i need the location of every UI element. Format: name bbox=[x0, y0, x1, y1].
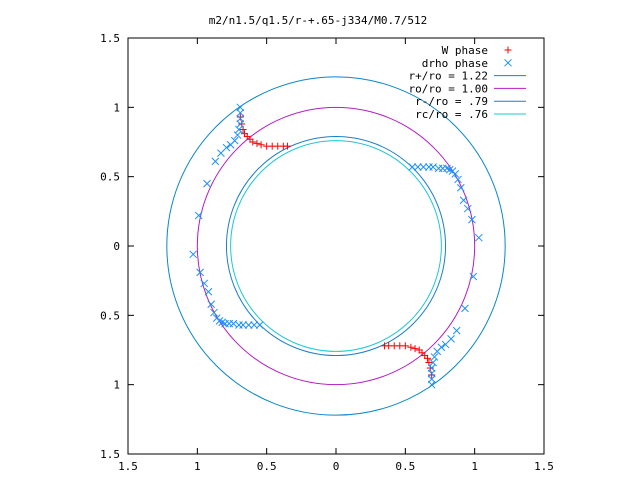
data-point bbox=[452, 326, 461, 335]
data-point bbox=[407, 343, 415, 351]
y-tick-label: 0 bbox=[113, 240, 120, 253]
x-tick-label: 1.5 bbox=[534, 460, 554, 473]
y-tick-label: 1 bbox=[113, 101, 120, 114]
data-point bbox=[411, 345, 419, 353]
data-point bbox=[236, 103, 245, 112]
data-point bbox=[204, 287, 213, 296]
data-point bbox=[211, 157, 220, 166]
data-point bbox=[196, 268, 204, 277]
data-point bbox=[210, 308, 218, 317]
data-point bbox=[463, 204, 472, 213]
data-point bbox=[250, 321, 259, 329]
circle-r bbox=[166, 76, 506, 416]
data-point bbox=[236, 113, 244, 121]
data-point bbox=[441, 340, 450, 349]
data-point bbox=[249, 138, 257, 146]
data-point bbox=[236, 114, 245, 123]
data-point bbox=[236, 109, 245, 117]
legend-swatch bbox=[504, 46, 512, 54]
y-tick-label: 1.5 bbox=[100, 448, 120, 461]
data-point bbox=[425, 163, 433, 171]
series-w-phase bbox=[236, 113, 436, 379]
x-tick-label: 0 bbox=[333, 460, 340, 473]
data-point bbox=[427, 380, 436, 389]
data-point bbox=[217, 149, 225, 157]
data-point bbox=[429, 163, 437, 171]
data-point bbox=[203, 179, 211, 188]
data-point bbox=[461, 304, 469, 313]
data-point bbox=[255, 321, 264, 329]
legend-label: drho phase bbox=[422, 57, 488, 70]
legend-swatch bbox=[504, 58, 512, 67]
legend-label: r+/ro = 1.22 bbox=[409, 70, 488, 83]
x-tick-label: 0.5 bbox=[257, 460, 277, 473]
data-point bbox=[229, 319, 238, 328]
x-tick-label: 0.5 bbox=[395, 460, 415, 473]
x-tick-label: 1 bbox=[471, 460, 478, 473]
circle-ro bbox=[196, 106, 476, 386]
data-point bbox=[427, 375, 436, 383]
chart-title: m2/n1.5/q1.5/r-+.65-j334/M0.7/512 bbox=[209, 14, 428, 27]
data-point bbox=[200, 279, 209, 288]
data-point bbox=[469, 272, 478, 281]
data-point bbox=[456, 183, 465, 192]
data-point bbox=[427, 369, 436, 378]
data-point bbox=[459, 196, 468, 205]
data-point bbox=[381, 342, 389, 350]
data-point bbox=[451, 170, 460, 178]
legend-label: ro/ro = 1.00 bbox=[409, 82, 488, 95]
data-point bbox=[253, 139, 261, 147]
data-point bbox=[226, 140, 235, 149]
y-tick-label: 1.5 bbox=[100, 32, 120, 45]
data-point bbox=[427, 364, 436, 372]
circle-rc bbox=[230, 140, 442, 352]
data-point bbox=[434, 164, 443, 173]
x-tick-label: 1.5 bbox=[118, 460, 138, 473]
reference-circles bbox=[166, 76, 506, 416]
data-point bbox=[207, 300, 216, 309]
data-point bbox=[454, 175, 462, 184]
data-point bbox=[235, 321, 243, 329]
data-point bbox=[408, 163, 417, 171]
data-point bbox=[468, 215, 476, 224]
data-point bbox=[283, 142, 291, 150]
data-point bbox=[428, 371, 436, 379]
data-point bbox=[244, 321, 253, 329]
data-point bbox=[474, 233, 483, 242]
data-point bbox=[239, 321, 247, 329]
data-point bbox=[438, 164, 447, 173]
y-tick-label: 0.5 bbox=[100, 171, 120, 184]
data-point bbox=[194, 211, 203, 220]
data-point bbox=[257, 141, 265, 149]
x-tick-label: 1 bbox=[194, 460, 201, 473]
circle-r bbox=[225, 135, 447, 357]
data-point bbox=[433, 347, 442, 356]
data-point bbox=[413, 163, 422, 171]
legend-label: W phase bbox=[442, 44, 488, 57]
legend-label: r-/ro = .79 bbox=[415, 95, 488, 108]
data-point bbox=[419, 163, 428, 171]
scatter-series bbox=[189, 103, 483, 389]
data-point bbox=[233, 131, 242, 139]
legend-label: rc/ro = .76 bbox=[415, 108, 488, 121]
data-point bbox=[225, 319, 234, 328]
data-point bbox=[189, 250, 198, 259]
data-point bbox=[415, 346, 423, 354]
axis-ticks: 1.5 1 0.5 0 0.5 1 1.51.510.500.511.5 bbox=[100, 32, 554, 473]
y-tick-label: 0.5 bbox=[100, 309, 120, 322]
y-tick-label: 1 bbox=[113, 379, 120, 392]
series-drho-phase bbox=[189, 103, 483, 389]
